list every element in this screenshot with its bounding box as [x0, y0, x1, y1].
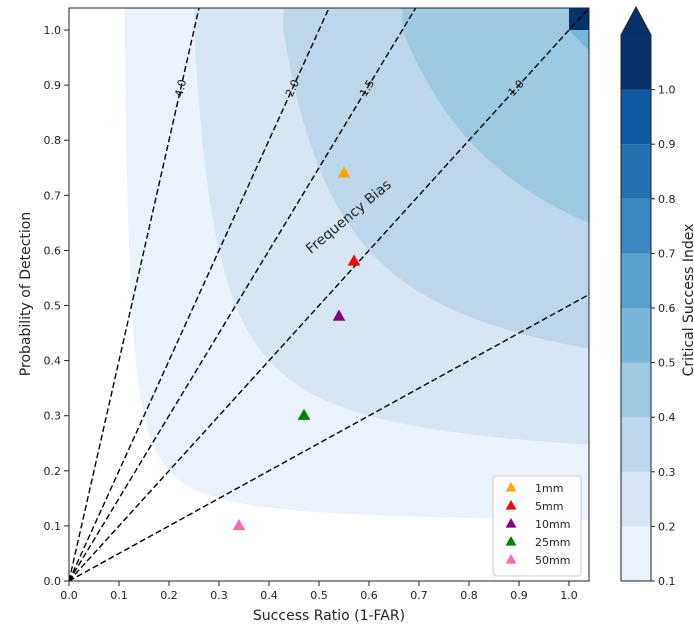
legend-marker-5mm: [505, 500, 517, 510]
colorbar-segment: [621, 471, 651, 527]
bias-line-2: [69, 8, 330, 581]
colorbar-tick-label: 0.1: [658, 575, 676, 588]
colorbar-tick-label: 0.4: [658, 411, 676, 424]
x-tick-label: 1.0: [560, 589, 578, 602]
legend-label-5mm: 5mm: [535, 500, 563, 513]
colorbar-segment: [621, 198, 651, 254]
colorbar-tick-label: 0.6: [658, 302, 676, 315]
csi-band-0.4: [402, 8, 589, 223]
colorbar-extend-arrow: [621, 7, 651, 35]
colorbar-segment: [621, 89, 651, 145]
y-tick-label: 0.6: [44, 244, 62, 257]
x-tick-label: 0.0: [60, 589, 78, 602]
point-50mm: [232, 518, 246, 531]
x-tick-label: 0.7: [410, 589, 428, 602]
colorbar-outline: [620, 5, 652, 582]
legend: 1mm 5mm 10mm 25mm 50mm: [492, 475, 582, 577]
colorbar-tick-label: 1.0: [658, 84, 676, 97]
plot-frame: [68, 7, 590, 582]
colorbar-segment: [621, 144, 651, 199]
data-points: [232, 166, 361, 531]
colorbar-tick-label: 0.9: [658, 138, 676, 151]
y-tick-label: 1.0: [44, 24, 62, 37]
x-axis-label: Success Ratio (1-FAR): [253, 608, 405, 624]
x-tick-label: 0.5: [310, 589, 328, 602]
x-tick-label: 0.9: [510, 589, 528, 602]
y-tick-label: 0.3: [44, 410, 62, 423]
frequency-bias-lines: [69, 8, 589, 581]
y-tick-label: 0.8: [44, 134, 62, 147]
y-tick-label: 0.1: [44, 520, 62, 533]
point-10mm: [332, 309, 346, 321]
y-axis-label: Probability of Detection: [18, 212, 34, 376]
legend-marker-10mm: [505, 518, 517, 528]
legend-label-10mm: 10mm: [535, 518, 570, 531]
point-1mm: [337, 166, 351, 178]
legend-marker-25mm: [505, 536, 517, 546]
x-tick-label: 0.3: [210, 589, 228, 602]
bias-line-1: [69, 8, 589, 581]
colorbar-tick-label: 0.7: [658, 247, 676, 260]
y-axis-ticks: 0.0 0.1 0.2 0.3 0.4 0.5 0.6 0.7 0.8 0.9 1.0: [44, 24, 69, 588]
x-tick-label: 0.4: [260, 589, 278, 602]
x-tick-label: 0.8: [460, 589, 478, 602]
colorbar-label: Critical Success Index: [681, 224, 694, 377]
colorbar-tick-label: 0.2: [658, 520, 676, 533]
y-tick-label: 0.5: [44, 300, 62, 313]
legend-label-25mm: 25mm: [535, 536, 570, 549]
colorbar-tick-label: 0.5: [658, 357, 676, 370]
x-axis-ticks: 0.0 0.1 0.2 0.3 0.4 0.5 0.6 0.7 0.8 0.9 1.0: [60, 581, 578, 602]
colorbar-segment: [621, 362, 651, 418]
legend-marker-1mm: [505, 482, 517, 492]
bias-line-4: [69, 8, 200, 581]
bias-label-4: 4.0: [173, 78, 190, 98]
legend-box: [492, 475, 582, 577]
legend-marker-50mm: [505, 554, 517, 564]
x-tick-label: 0.6: [360, 589, 378, 602]
colorbar-segment: [621, 526, 651, 581]
x-tick-label: 0.2: [160, 589, 178, 602]
point-25mm: [297, 408, 311, 420]
colorbar-segment: [621, 417, 651, 472]
y-tick-label: 0.4: [44, 355, 62, 368]
point-5mm: [347, 254, 361, 266]
legend-label-50mm: 50mm: [535, 554, 570, 567]
colorbar-tick-label: 0.8: [658, 193, 676, 206]
legend-label-1mm: 1mm: [535, 482, 563, 495]
y-tick-label: 0.7: [44, 189, 62, 202]
x-tick-label: 0.1: [110, 589, 128, 602]
csi-contours: [124, 8, 589, 521]
colorbar-tick-label: 0.3: [658, 466, 676, 479]
y-tick-label: 0.0: [44, 575, 62, 588]
y-tick-label: 0.9: [44, 79, 62, 92]
bias-line-1.5: [69, 8, 417, 581]
colorbar-segment: [621, 35, 651, 90]
y-tick-label: 0.2: [44, 465, 62, 478]
colorbar: 0.1 0.2 0.3 0.4 0.5 0.6 0.7 0.8 0.9 1.0: [620, 5, 676, 588]
colorbar-segment: [621, 253, 651, 308]
colorbar-segment: [621, 308, 651, 363]
